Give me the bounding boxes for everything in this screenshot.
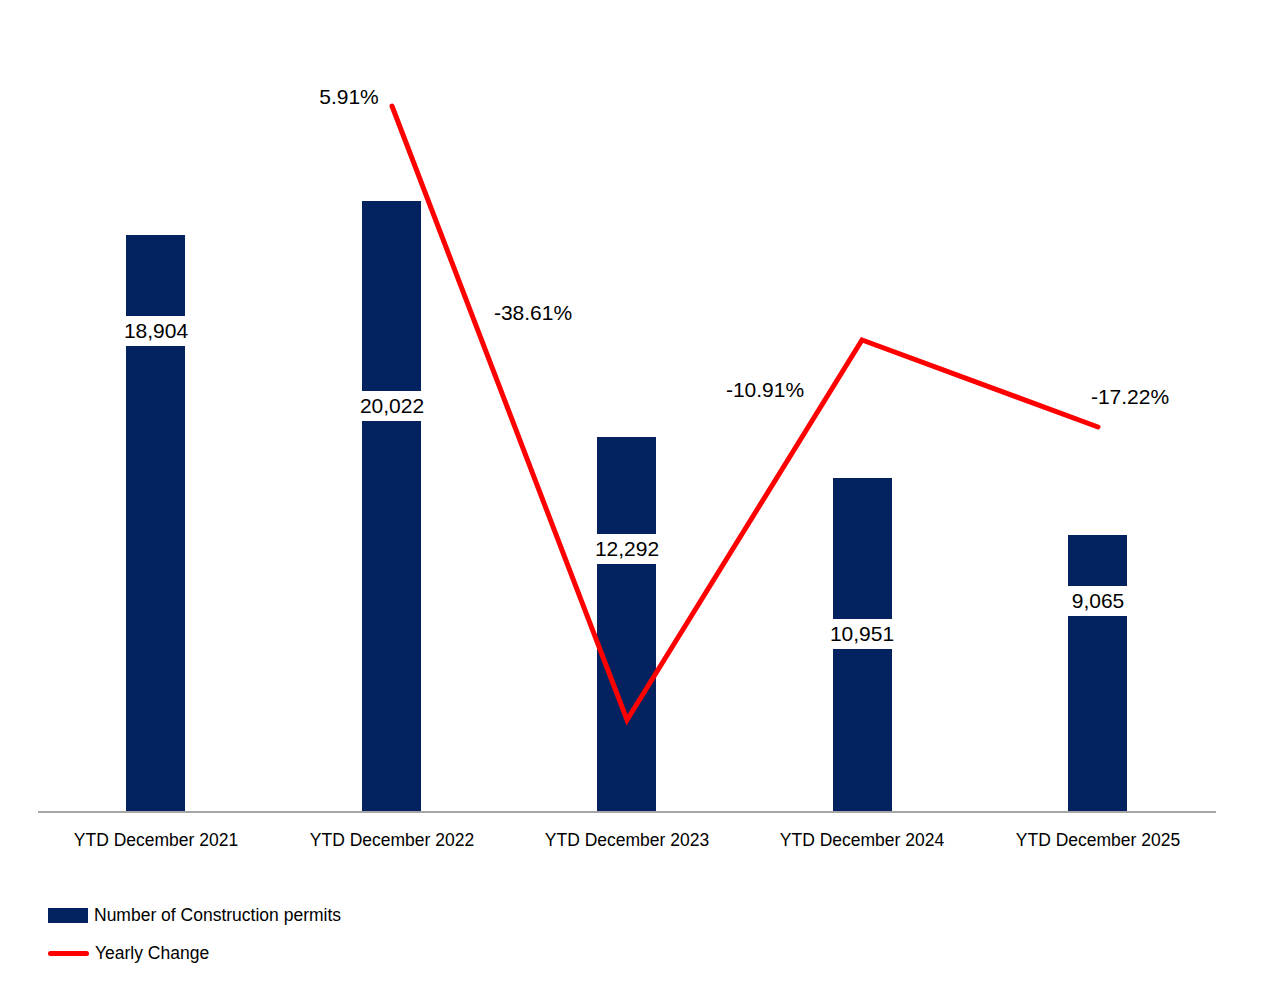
x-axis-label-2023: YTD December 2023 (517, 829, 737, 851)
x-axis-label-2024: YTD December 2024 (752, 829, 972, 851)
pct-label-2024: -10.91% (705, 376, 825, 404)
legend-item-yearly-change: Yearly Change (48, 938, 341, 968)
bar-ytd-december-2023 (597, 437, 656, 812)
bar-value-label-2022: 20,022 (347, 391, 437, 421)
pct-label-2023: -38.61% (473, 299, 593, 327)
pct-label-2022: 5.91% (289, 83, 409, 111)
bar-value-label-2021: 18,904 (111, 316, 201, 346)
legend-line-label: Yearly Change (95, 943, 209, 964)
bar-value-label-2025: 9,065 (1053, 586, 1143, 616)
x-axis-label-2021: YTD December 2021 (46, 829, 266, 851)
x-axis-label-2022: YTD December 2022 (282, 829, 502, 851)
legend-bar-swatch-icon (48, 908, 88, 923)
bar-ytd-december-2022 (362, 201, 421, 812)
yearly-change-polyline (392, 106, 1098, 720)
chart-canvas: 18,904 20,022 12,292 10,951 9,065 5.91% … (0, 0, 1267, 992)
legend-bar-label: Number of Construction permits (94, 905, 341, 926)
legend-item-permits: Number of Construction permits (48, 900, 341, 930)
bar-value-label-2023: 12,292 (582, 534, 672, 564)
legend-line-swatch-icon (48, 951, 89, 956)
x-axis-label-2025: YTD December 2025 (988, 829, 1208, 851)
legend: Number of Construction permits Yearly Ch… (48, 900, 341, 968)
pct-label-2025: -17.22% (1070, 383, 1190, 411)
bar-ytd-december-2025 (1068, 535, 1127, 812)
x-axis-line (38, 811, 1216, 813)
bar-value-label-2024: 10,951 (817, 619, 907, 649)
